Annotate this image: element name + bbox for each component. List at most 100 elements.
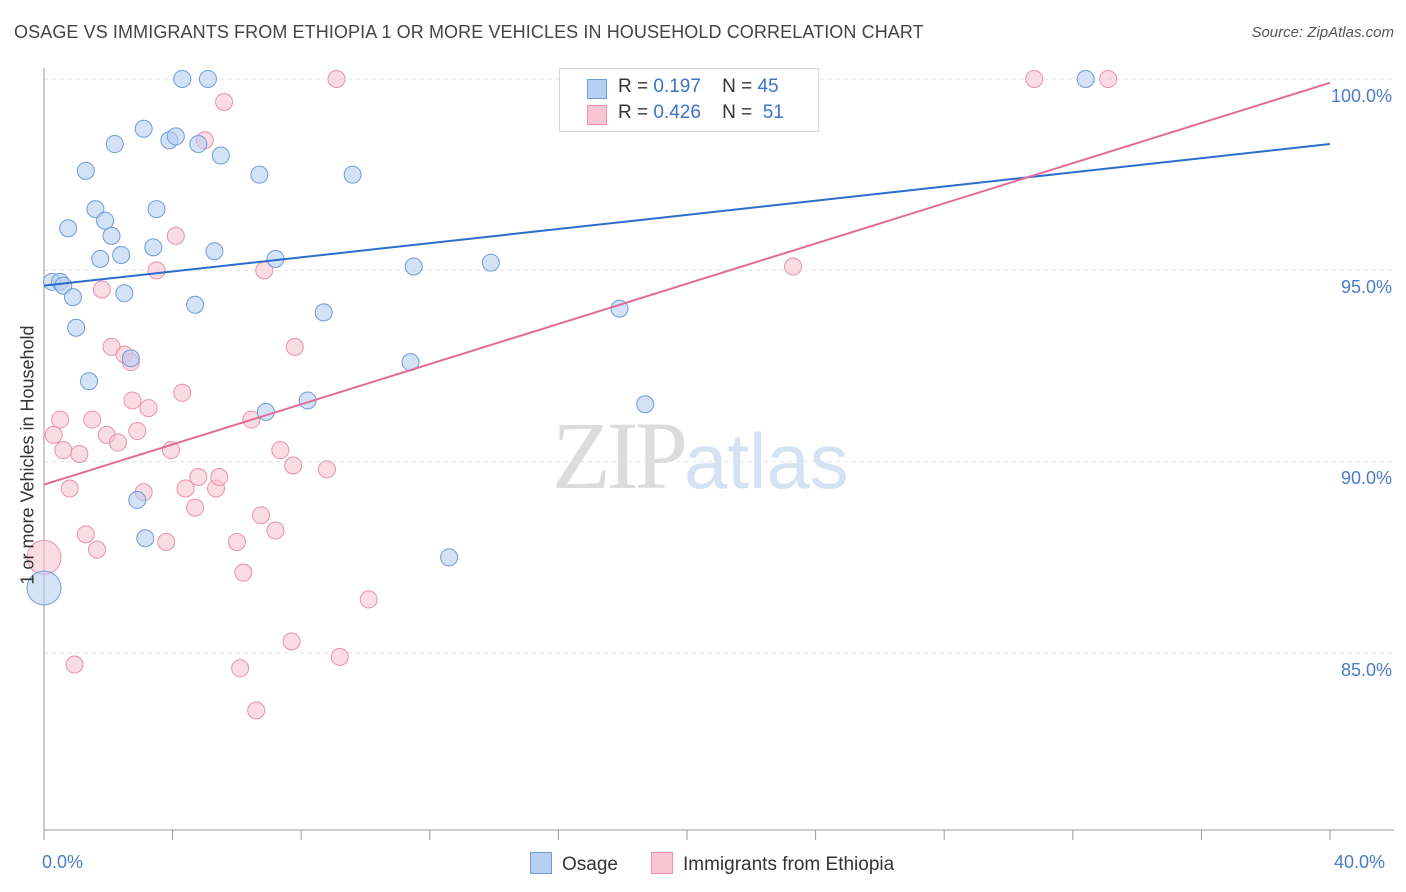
ethiopia-point [227,533,246,552]
ethiopia-point [285,337,304,356]
legend-osage-label: Osage [562,854,618,875]
osage-point [440,548,459,567]
osage-point [102,226,121,245]
ethiopia-point [147,261,166,280]
ethiopia-trend-line [43,81,1331,486]
ethiopia-point [83,410,102,429]
ethiopia-n-label: N = [722,102,753,123]
ethiopia-point [189,467,208,486]
osage-n-label: N = [722,76,753,97]
ethiopia-point [1099,70,1118,88]
osage-point [96,211,115,230]
ethiopia-point [176,479,195,498]
ethiopia-point [327,70,346,88]
y-tick-label-95: 95.0% [1340,277,1392,297]
ethiopia-point [247,701,266,720]
ethiopia-point [359,590,378,609]
osage-point [115,284,134,303]
osage-swatch [587,79,607,99]
legend-osage-swatch [530,852,552,874]
ethiopia-point [330,647,349,666]
osage-point [173,70,192,88]
y-tick-label-85: 85.0% [1340,660,1392,680]
osage-point [67,318,86,337]
osage-point [76,161,95,180]
osage-point [112,246,131,265]
legend-item-ethiopia[interactable]: Immigrants from Ethiopia [651,852,894,876]
x-tick-label-end: 40.0% [1334,852,1386,872]
ethiopia-point [54,441,73,460]
osage-point [166,127,185,146]
ethiopia-point [231,659,250,678]
osage-point [1076,70,1095,88]
source-label: Source: ZipAtlas.com [1251,24,1394,41]
ethiopia-point [70,445,89,464]
ethiopia-point [271,441,290,460]
osage-point [189,135,208,154]
osage-point [205,242,224,261]
ethiopia-point [157,533,176,552]
ethiopia-point [282,632,301,651]
osage-point [80,372,99,391]
osage-point [59,219,78,238]
osage-point [144,238,163,257]
osage-point [314,303,333,322]
ethiopia-point [128,422,147,441]
y-axis-label: 1 or more Vehicles in Household [17,325,38,585]
osage-point [121,349,140,368]
ethiopia-n-value: 51 [762,102,784,123]
ethiopia-point [215,92,234,111]
ethiopia-point [266,521,285,540]
y-tick-label-100: 100.0% [1330,86,1392,106]
ethiopia-r-value: 0.426 [653,102,701,123]
osage-point [128,490,147,509]
osage-point [26,570,62,606]
osage-r-value: 0.197 [653,76,701,97]
ethiopia-point [60,479,79,498]
ethiopia-point [784,257,803,276]
osage-point [91,249,110,268]
ethiopia-point [123,391,142,410]
ethiopia-point [252,506,271,525]
ethiopia-point [44,425,63,444]
osage-point [211,146,230,165]
ethiopia-point [317,460,336,479]
osage-point [481,253,500,272]
ethiopia-point [234,563,253,582]
osage-stats-text: R = 0.197 N = 45 [618,76,779,98]
stats-box: R = 0.197 N = 45 R = 0.426 N = 51 [559,68,819,132]
osage-n-value: 45 [757,76,779,97]
ethiopia-point [76,525,95,544]
ethiopia-point [88,540,107,559]
osage-point [343,165,362,184]
ethiopia-point [1025,70,1044,88]
osage-point [250,165,269,184]
ethiopia-point [210,467,229,486]
osage-point [198,70,217,88]
ethiopia-point [284,456,303,475]
ethiopia-point [166,226,185,245]
osage-point [136,529,155,548]
ethiopia-point [108,433,127,452]
legend-item-osage[interactable]: Osage [530,852,618,876]
osage-point [134,119,153,138]
ethiopia-point [173,383,192,402]
osage-point [63,288,82,307]
osage-trend-line [43,143,1331,287]
osage-point [636,395,655,414]
osage-r-label: R = [618,76,649,97]
osage-point [186,295,205,314]
chart-title: OSAGE VS IMMIGRANTS FROM ETHIOPIA 1 OR M… [14,22,924,42]
osage-point [105,135,124,154]
osage-point [147,200,166,219]
ethiopia-r-label: R = [618,102,649,123]
y-tick-label-90: 90.0% [1340,468,1392,488]
ethiopia-swatch [587,105,607,125]
ethiopia-point [139,399,158,418]
legend-ethiopia-swatch [651,852,673,874]
osage-point [86,200,105,219]
osage-point [404,257,423,276]
osage-point [54,276,73,295]
x-tick-label-start: 0.0% [42,852,84,872]
